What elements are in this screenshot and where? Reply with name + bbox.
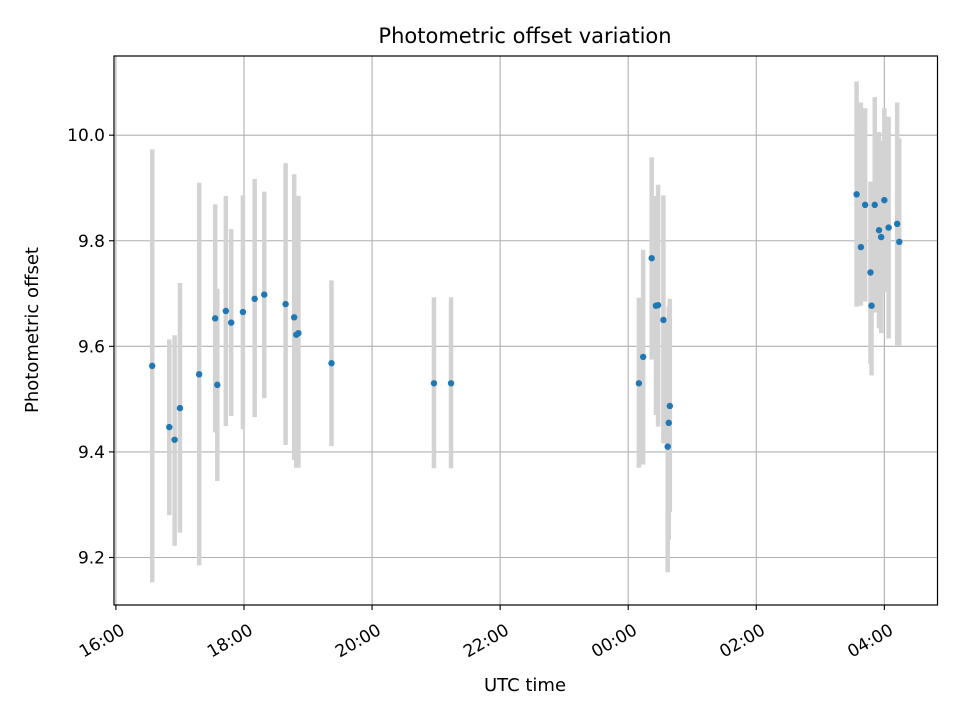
data-point: [857, 243, 865, 251]
y-tick-label: 9.8: [78, 232, 105, 252]
data-point: [239, 308, 247, 316]
data-point: [875, 227, 883, 234]
data-point: [861, 201, 869, 209]
data-point: [227, 319, 235, 326]
data-point: [295, 329, 302, 337]
plot-frame: [113, 55, 939, 606]
data-point: [195, 371, 203, 378]
data-point: [171, 436, 178, 443]
data-point: [222, 307, 230, 315]
data-point: [654, 301, 662, 309]
data-points: [149, 191, 903, 450]
data-point: [853, 191, 860, 198]
data-point: [648, 254, 655, 262]
data-point: [664, 443, 671, 450]
data-point: [885, 224, 892, 231]
data-point: [666, 402, 674, 410]
chart-title: Photometric offset variation: [378, 24, 671, 48]
data-point: [893, 220, 901, 228]
data-point: [881, 196, 888, 204]
data-point: [447, 380, 455, 387]
y-axis-ticks: 9.2 9.4 9.6 9.8 10.0: [67, 126, 114, 568]
data-point: [282, 300, 289, 308]
x-axis-label: UTC time: [484, 675, 566, 696]
data-point: [639, 353, 647, 361]
data-point: [166, 423, 173, 431]
data-point: [430, 380, 438, 387]
data-point: [214, 381, 221, 389]
y-tick-label: 10.0: [67, 126, 105, 146]
y-tick-label: 9.6: [78, 337, 105, 357]
y-axis-label: Photometric offset: [22, 247, 43, 413]
data-point: [328, 360, 335, 367]
data-point: [871, 201, 878, 209]
data-point: [211, 315, 219, 322]
data-point: [261, 291, 268, 298]
data-point: [660, 316, 667, 324]
grid-lines: [114, 56, 938, 605]
data-point: [868, 302, 875, 309]
data-point: [251, 295, 258, 303]
data-point: [635, 380, 643, 387]
data-point: [896, 238, 903, 246]
y-tick-label: 9.4: [78, 443, 105, 463]
data-point: [665, 419, 672, 427]
data-point: [176, 404, 184, 412]
data-point: [290, 314, 298, 321]
data-point: [149, 362, 156, 370]
y-tick-label: 9.2: [78, 548, 105, 568]
data-point: [877, 233, 885, 241]
data-point: [867, 269, 874, 276]
